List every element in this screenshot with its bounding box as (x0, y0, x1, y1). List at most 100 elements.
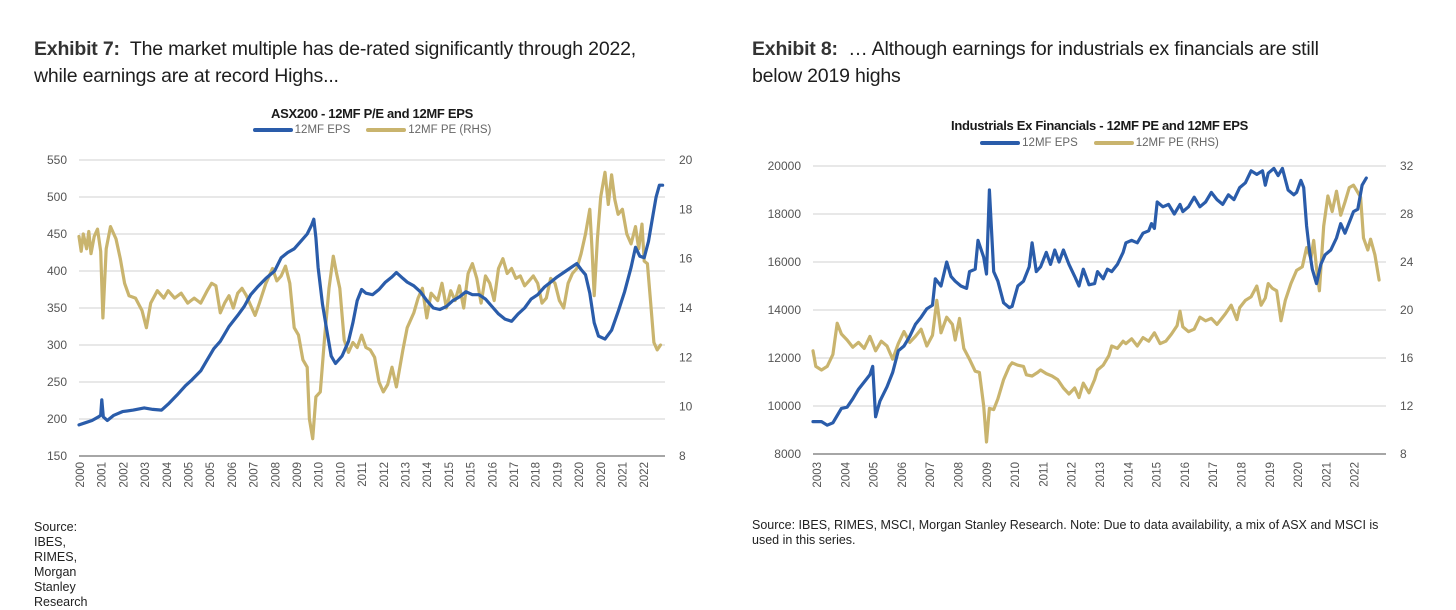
legend-swatch-pe (1093, 141, 1134, 145)
y-tick-label: 18000 (768, 207, 802, 221)
legend-item-pe: 12MF PE (RHS) (366, 124, 491, 136)
exhibit-8-source: Source: IBES, RIMES, MSCI, Morgan Stanle… (752, 518, 1432, 548)
legend-swatch-eps (980, 141, 1021, 145)
exhibit-7-heading-line1: The market multiple has de-rated signifi… (129, 38, 636, 60)
legend-swatch-pe (366, 128, 407, 132)
y2-tick-label: 10 (679, 400, 693, 414)
series-line-pe (811, 183, 1381, 444)
y2-tick-label: 32 (1400, 159, 1414, 173)
y-tick-label: 500 (47, 190, 67, 204)
x-tick-label: 2009 (292, 462, 304, 488)
y-tick-label: 400 (47, 264, 67, 278)
y-tick-label: 12000 (768, 351, 802, 365)
exhibit-8-label: Exhibit 8: (752, 38, 838, 60)
x-tick-label: 2011 (357, 462, 369, 487)
series-line-eps (811, 166, 1368, 427)
y-tick-label: 150 (47, 449, 67, 463)
x-tick-label: 2019 (1265, 462, 1277, 488)
x-tick-label: 2015 (466, 462, 478, 488)
y2-tick-label: 20 (1400, 303, 1414, 317)
x-tick-label: 2021 (1321, 462, 1333, 488)
chart-2-plot: 8000 10000 12000 14000 16000 18000 20000 8 12 16 2… (768, 159, 1414, 488)
x-tick-label: 2021 (618, 462, 630, 488)
y-tick-label: 450 (47, 227, 67, 241)
x-tick-label: 2022 (639, 462, 651, 488)
exhibit-8-heading: Exhibit 8: … Although earnings for indus… (752, 36, 1432, 90)
chart-1-plot: 150 200 250 300 350 400 450 500 550 8 10 12 14 16 18 20… (47, 153, 693, 488)
x-tick-label: 2005 (184, 462, 196, 488)
y-tick-label: 250 (47, 375, 67, 389)
x-tick-label: 2008 (270, 462, 282, 488)
legend-label-pe: 12MF PE (RHS) (1135, 137, 1219, 149)
y-tick-label: 550 (47, 153, 67, 167)
legend-swatch-eps (252, 128, 293, 132)
x-tick-label: 2020 (574, 462, 586, 488)
x-tick-label: 2013 (401, 462, 413, 488)
exhibit-7-heading: Exhibit 7: The market multiple has de-ra… (34, 36, 734, 90)
x-tick-label: 2007 (925, 462, 937, 488)
x-tick-label: 2006 (227, 462, 239, 488)
y-tick-label: 20000 (768, 159, 802, 173)
exhibit-7-heading-line2: while earnings are at record Highs... (34, 65, 339, 87)
x-tick-label: 2016 (487, 462, 499, 488)
y2-tick-label: 20 (679, 153, 693, 167)
y-tick-label: 300 (47, 338, 67, 352)
exhibit-7-source: Source: IBES, RIMES, Morgan Stanley Rese… (34, 520, 88, 609)
x-tick-label: 2014 (422, 461, 434, 487)
x-tick-label: 2020 (596, 462, 608, 488)
x-tick-label: 2018 (1237, 462, 1249, 488)
legend-item-eps: 12MF EPS (252, 124, 351, 136)
y2-tick-label: 16 (679, 252, 693, 266)
y2-tick-label: 28 (1400, 207, 1414, 221)
x-tick-label: 2010 (1010, 462, 1022, 488)
y2-tick-label: 8 (679, 449, 686, 463)
x-tick-label: 2017 (1208, 462, 1220, 488)
x-tick-label: 2015 (444, 462, 456, 488)
x-tick-label: 2008 (954, 462, 966, 488)
legend-label-pe: 12MF PE (RHS) (408, 124, 492, 136)
legend-label-eps: 12MF EPS (294, 124, 351, 136)
x-tick-label: 2022 (1350, 462, 1362, 488)
x-tick-label: 2013 (1095, 462, 1107, 488)
x-tick-label: 2005 (205, 462, 217, 488)
x-tick-label: 2006 (897, 462, 909, 488)
series-line-pe (77, 170, 663, 441)
y2-tick-label: 24 (1400, 255, 1414, 269)
x-tick-label: 2003 (812, 462, 824, 488)
y-tick-label: 16000 (768, 255, 802, 269)
x-tick-label: 2019 (552, 462, 564, 488)
exhibit-8-heading-line1: … Although earnings for industrials ex f… (848, 38, 1319, 60)
x-tick-label: 2016 (1180, 462, 1192, 488)
x-tick-label: 2000 (75, 462, 87, 488)
chart-2-title: Industrials Ex Financials - 12MF PE and … (951, 118, 1248, 133)
y2-tick-label: 12 (679, 350, 693, 364)
chart-1-legend: 12MF EPS 12MF PE (RHS) (79, 124, 665, 136)
x-tick-label: 2007 (249, 462, 261, 488)
y-tick-label: 8000 (774, 447, 801, 461)
y-tick-label: 14000 (768, 303, 802, 317)
x-tick-label: 2014 (1123, 461, 1135, 487)
x-tick-label: 2003 (140, 462, 152, 488)
x-tick-label: 2020 (1293, 462, 1305, 488)
x-tick-label: 2015 (1152, 462, 1164, 488)
y2-tick-label: 8 (1400, 447, 1407, 461)
x-tick-label: 2004 (162, 461, 174, 487)
legend-item-eps: 12MF EPS (980, 137, 1078, 149)
x-tick-label: 2010 (314, 462, 326, 488)
y-tick-label: 200 (47, 412, 67, 426)
y2-tick-label: 14 (679, 301, 693, 315)
y2-tick-label: 16 (1400, 351, 1414, 365)
x-tick-label: 2002 (118, 462, 130, 488)
x-tick-label: 2009 (982, 462, 994, 488)
y-tick-label: 350 (47, 301, 67, 315)
x-tick-label: 2010 (335, 462, 347, 488)
exhibit-8-heading-line2: below 2019 highs (752, 65, 901, 87)
y-tick-label: 10000 (768, 399, 802, 413)
x-tick-label: 2018 (531, 462, 543, 488)
legend-label-eps: 12MF EPS (1022, 137, 1078, 149)
chart-2-legend: 12MF EPS 12MF PE (RHS) (813, 137, 1386, 149)
x-tick-label: 2005 (869, 462, 881, 488)
series-line-eps (77, 183, 665, 427)
exhibit-8-source-line2: used in this series. (752, 533, 856, 547)
x-tick-label: 2012 (379, 462, 391, 488)
